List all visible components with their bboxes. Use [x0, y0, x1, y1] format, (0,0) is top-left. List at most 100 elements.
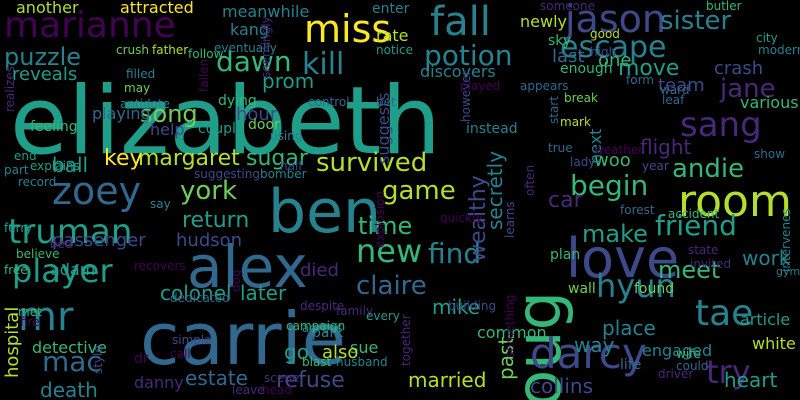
cloud-word: later [240, 281, 287, 305]
cloud-word: campaign [286, 319, 346, 333]
cloud-word: antidote [120, 97, 171, 111]
cloud-word: modern [758, 43, 800, 57]
cloud-word: explains [30, 159, 80, 173]
cloud-word: ferry [4, 221, 33, 235]
cloud-word: miss [304, 7, 392, 51]
cloud-word: enough [560, 61, 613, 77]
cloud-word: often [523, 164, 537, 196]
cloud-word: fallen [197, 58, 211, 92]
cloud-word: married [408, 368, 487, 392]
cloud-word: time [358, 212, 413, 240]
cloud-word: room [678, 176, 792, 227]
cloud-word: find [428, 237, 482, 270]
cloud-word: collins [530, 374, 593, 398]
cloud-word: blast [302, 355, 332, 369]
cloud-word: last [552, 46, 585, 67]
cloud-word: butler [706, 0, 742, 13]
cloud-word: zoey [52, 169, 142, 213]
cloud-word: newly [520, 12, 567, 31]
cloud-word: love [566, 227, 680, 290]
cloud-word: estate [185, 366, 248, 390]
cloud-word: article [740, 310, 791, 329]
cloud-word: meet [658, 256, 721, 284]
cloud-word: colonel [160, 281, 232, 305]
cloud-word: death [40, 378, 98, 400]
cloud-word: half [280, 159, 303, 173]
cloud-word: building [448, 299, 497, 313]
cloud-word: alex [187, 233, 308, 301]
cloud-word: record [18, 175, 57, 189]
cloud-word: adam [50, 260, 96, 279]
cloud-word: life [620, 357, 642, 373]
cloud-word: jane [720, 74, 776, 104]
cloud-word: enter [372, 1, 410, 17]
cloud-word: high [590, 45, 617, 59]
cloud-word: true [548, 141, 573, 155]
cloud-word: make [582, 220, 648, 248]
cloud-word: explosion [373, 190, 387, 248]
cloud-word: feeling [30, 119, 78, 135]
cloud-word: control [308, 95, 350, 109]
cloud-word: suggesting [194, 167, 260, 181]
cloud-word: hudson [176, 230, 243, 251]
cloud-word: refuse [276, 368, 345, 393]
cloud-word: heart [724, 368, 778, 392]
cloud-word: survived [316, 148, 428, 178]
cloud-word: ben [268, 177, 382, 247]
cloud-word: sky [548, 33, 572, 49]
cloud-word: help [150, 120, 185, 139]
cloud-word: one [598, 50, 632, 71]
cloud-word: secretly [483, 150, 507, 230]
cloud-word: form [626, 73, 654, 87]
cloud-word: meanwhile [222, 2, 310, 21]
cloud-word: style [91, 345, 105, 374]
cloud-word: free [4, 263, 28, 277]
cloud-word: discovers [420, 62, 496, 81]
cloud-word: invited [690, 257, 732, 271]
cloud-word: despite [300, 299, 345, 313]
cloud-word: year [642, 159, 669, 173]
cloud-word: engaged [642, 341, 713, 360]
cloud-word: instead [466, 121, 518, 137]
cloud-word: forest [620, 203, 655, 217]
cloud-word: learns [503, 201, 517, 238]
cloud-word: gym [776, 265, 800, 278]
cloud-word: good [590, 27, 620, 41]
cloud-word: potion [424, 39, 513, 72]
cloud-word: passenger [52, 230, 146, 251]
cloud-word: game [382, 176, 456, 206]
cloud-word: sister [660, 6, 732, 36]
cloud-word: crush [116, 43, 149, 57]
cloud-word: played [460, 79, 501, 93]
cloud-word: wife [676, 347, 701, 361]
cloud-word: dying [218, 93, 257, 109]
cloud-word: go [284, 340, 309, 364]
cloud-word: another [16, 0, 79, 17]
cloud-word: may [124, 81, 151, 95]
cloud-word: bed [50, 237, 73, 251]
cloud-word: agrees [302, 321, 343, 335]
cloud-word: reveals [12, 64, 78, 85]
cloud-word: detective [32, 338, 107, 357]
cloud-word: common [477, 323, 547, 342]
cloud-word: every [366, 309, 400, 323]
cloud-word: lady [570, 155, 596, 169]
cloud-word: darcy [530, 329, 647, 378]
cloud-word: driver [658, 367, 694, 381]
cloud-word: friend [655, 209, 737, 242]
cloud-word: mark [560, 115, 591, 129]
cloud-word: marianne [4, 5, 176, 46]
cloud-word: quickly [440, 211, 483, 225]
cloud-word: plan [550, 247, 581, 263]
cloud-word: dedicated [170, 291, 230, 305]
cloud-word: return [182, 208, 250, 233]
cloud-word: filled [126, 67, 156, 81]
cloud-word: show [754, 147, 786, 161]
cloud-word: break [564, 91, 598, 105]
cloud-word: claire [356, 271, 427, 301]
cloud-word: eventually [214, 41, 277, 55]
cloud-word: believe [16, 247, 60, 261]
cloud-word: also [322, 342, 359, 363]
cloud-word: fall [430, 0, 491, 45]
cloud-word: attracted [120, 0, 194, 17]
